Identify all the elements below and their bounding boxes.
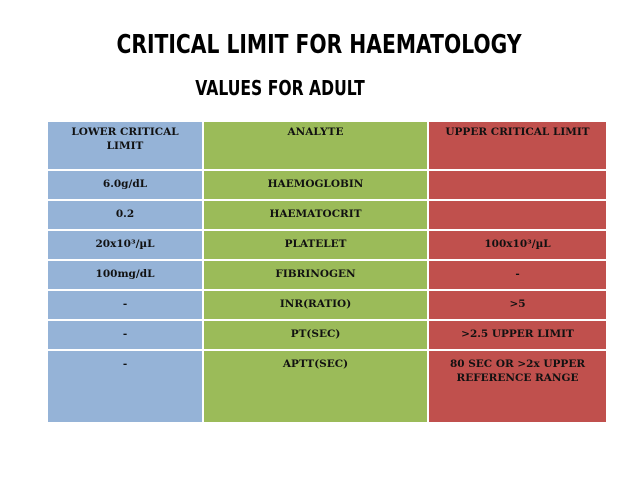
row-6-lower: -	[48, 321, 204, 351]
row-4-upper: -	[429, 261, 606, 291]
header-lower-critical-limit: LOWER CRITICAL LIMIT	[48, 122, 204, 171]
row-3-analyte: PLATELET	[204, 231, 429, 261]
row-2-upper	[429, 201, 606, 231]
row-3-lower: 20x10³/µL	[48, 231, 204, 261]
row-7-analyte: APTT(SEC)	[204, 351, 429, 424]
row-2-analyte: HAEMATOCRIT	[204, 201, 429, 231]
row-1-upper	[429, 171, 606, 201]
row-3-upper: 100x10³/µL	[429, 231, 606, 261]
slide-title: CRITICAL LIMIT FOR HAEMATOLOGY	[116, 30, 522, 60]
row-6-upper: >2.5 UPPER LIMIT	[429, 321, 606, 351]
row-1-lower: 6.0g/dL	[48, 171, 204, 201]
row-7-lower: -	[48, 351, 204, 424]
row-4-analyte: FIBRINOGEN	[204, 261, 429, 291]
row-5-upper: >5	[429, 291, 606, 321]
header-upper-critical-limit: UPPER CRITICAL LIMIT	[429, 122, 606, 171]
row-4-lower: 100mg/dL	[48, 261, 204, 291]
slide-subtitle: VALUES FOR ADULT	[195, 76, 365, 100]
row-1-analyte: HAEMOGLOBIN	[204, 171, 429, 201]
row-5-lower: -	[48, 291, 204, 321]
critical-limits-table: LOWER CRITICAL LIMIT ANALYTE UPPER CRITI…	[48, 122, 606, 424]
row-7-upper: 80 SEC OR >2x UPPER REFERENCE RANGE	[429, 351, 606, 424]
row-5-analyte: INR(RATIO)	[204, 291, 429, 321]
header-analyte: ANALYTE	[204, 122, 429, 171]
row-6-analyte: PT(SEC)	[204, 321, 429, 351]
row-2-lower: 0.2	[48, 201, 204, 231]
